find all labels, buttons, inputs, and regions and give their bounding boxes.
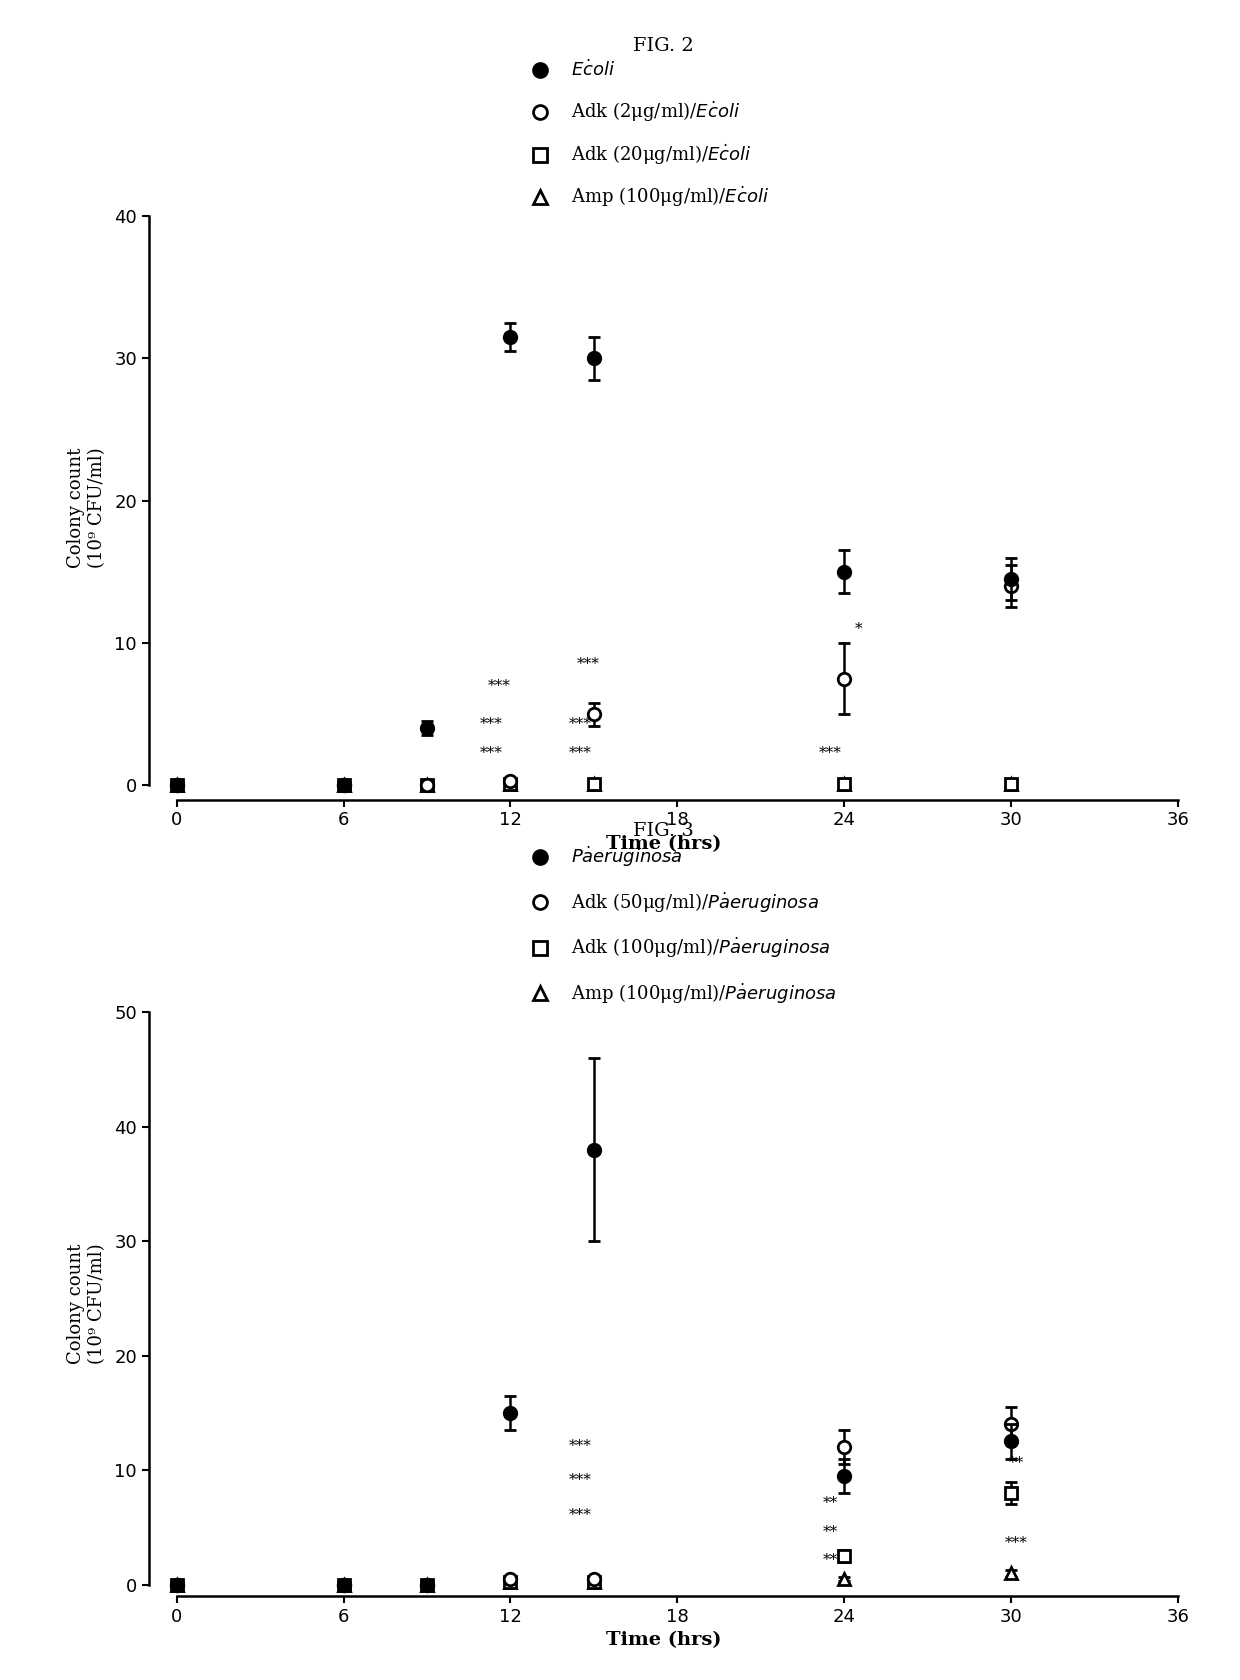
Text: Adk (2μg/ml)/$\mathit{E\.coli}$: Adk (2μg/ml)/$\mathit{E\.coli}$ xyxy=(570,99,740,124)
X-axis label: Time (hrs): Time (hrs) xyxy=(605,835,722,853)
Text: $\mathit{E\.coli}$: $\mathit{E\.coli}$ xyxy=(570,59,615,79)
Text: FIG. 2: FIG. 2 xyxy=(634,37,693,55)
Text: ***: *** xyxy=(577,657,600,672)
Text: ***: *** xyxy=(568,1473,591,1487)
Text: Adk (100μg/ml)/$\mathit{P\.aeruginosa}$: Adk (100μg/ml)/$\mathit{P\.aeruginosa}$ xyxy=(570,936,831,959)
Text: **: ** xyxy=(1009,1457,1024,1470)
Text: *: * xyxy=(854,622,862,635)
Y-axis label: Colony count
(10⁹ CFU/ml): Colony count (10⁹ CFU/ml) xyxy=(67,1243,105,1364)
Text: ***: *** xyxy=(487,679,511,692)
Text: ***: *** xyxy=(480,717,502,731)
Text: Adk (50μg/ml)/$\mathit{P\.aeruginosa}$: Adk (50μg/ml)/$\mathit{P\.aeruginosa}$ xyxy=(570,890,818,914)
Text: ***: *** xyxy=(568,717,591,731)
Text: **: ** xyxy=(822,1554,838,1567)
Y-axis label: Colony count
(10⁹ CFU/ml): Colony count (10⁹ CFU/ml) xyxy=(67,447,105,568)
Text: ***: *** xyxy=(568,746,591,759)
Text: Adk (20μg/ml)/$\mathit{E\.coli}$: Adk (20μg/ml)/$\mathit{E\.coli}$ xyxy=(570,143,751,166)
Text: Amp (100μg/ml)/$\mathit{E\.coli}$: Amp (100μg/ml)/$\mathit{E\.coli}$ xyxy=(570,185,769,210)
Text: **: ** xyxy=(822,1525,838,1539)
Text: ***: *** xyxy=(480,746,502,759)
Text: ***: *** xyxy=(818,746,842,759)
Text: ***: *** xyxy=(568,1507,591,1522)
Text: Amp (100μg/ml)/$\mathit{P\.aeruginosa}$: Amp (100μg/ml)/$\mathit{P\.aeruginosa}$ xyxy=(570,981,837,1006)
Text: $\mathit{P\.aeruginosa}$: $\mathit{P\.aeruginosa}$ xyxy=(570,845,682,869)
Text: **: ** xyxy=(822,1497,838,1510)
Text: ***: *** xyxy=(568,1440,591,1453)
Text: ***: *** xyxy=(1006,1536,1028,1551)
Text: FIG. 3: FIG. 3 xyxy=(632,822,694,840)
X-axis label: Time (hrs): Time (hrs) xyxy=(605,1631,722,1650)
